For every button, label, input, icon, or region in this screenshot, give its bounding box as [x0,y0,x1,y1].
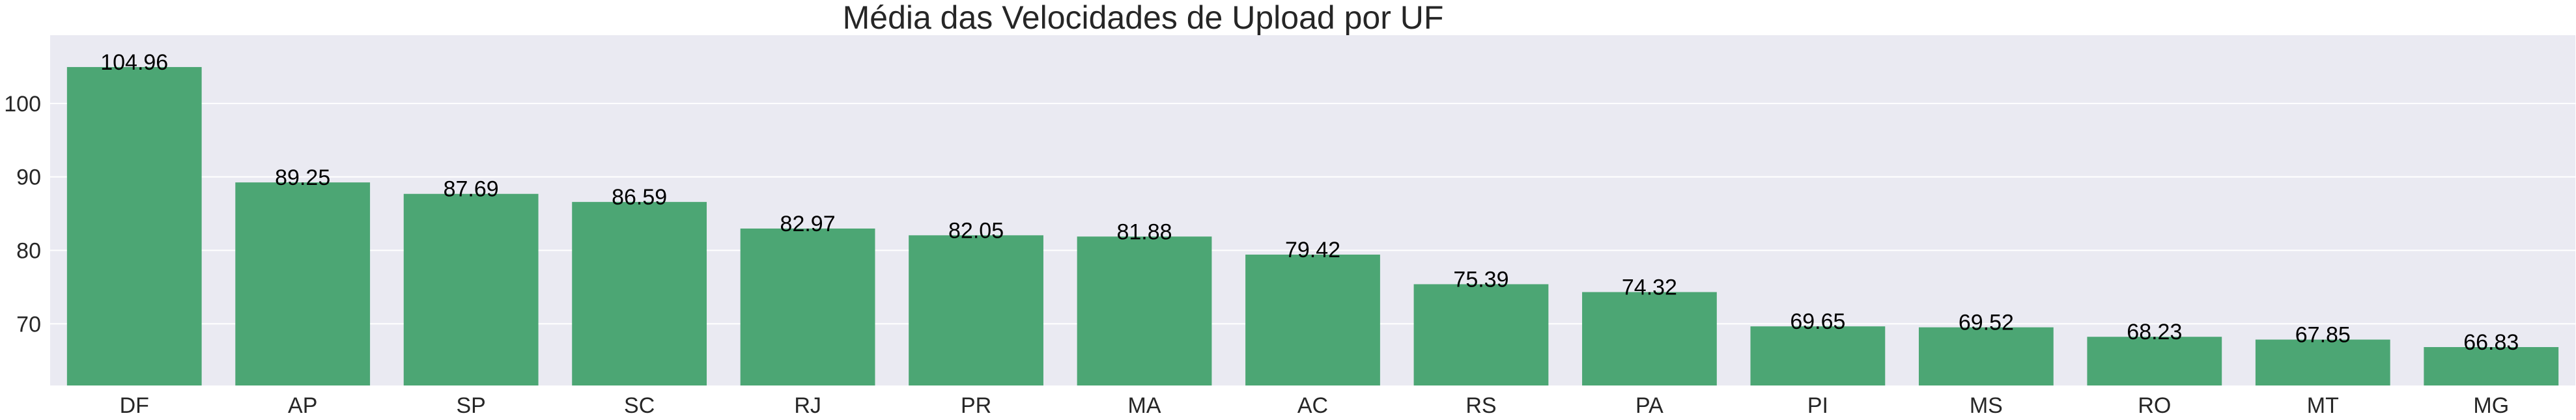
y-axis-tick-labels: 70 80 90 100 [4,92,41,337]
x-tick-label-ro: RO [2138,393,2171,417]
bar-mt [2255,339,2390,385]
bar-value-label-ap: 89.25 [275,165,330,190]
x-tick-label-rs: RS [1465,393,1496,417]
bar-value-labels: 104.96 89.25 87.69 86.59 82.97 82.05 81.88 79.4… [100,50,2519,355]
chart-title: Média das Velocidades de Upload por UF [843,0,1444,36]
bar-value-label-pr: 82.05 [948,218,1004,243]
x-tick-label-ma: MA [1128,393,1161,417]
x-tick-label-ac: AC [1297,393,1328,417]
x-tick-label-sc: SC [624,393,655,417]
x-tick-label-pr: PR [961,393,991,417]
bar-value-label-rj: 82.97 [780,212,836,236]
y-tick-label: 90 [16,165,41,190]
bar-pa [1582,292,1717,385]
bar-sc [572,202,707,385]
bar-value-label-sc: 86.59 [612,185,667,210]
bar-value-label-rs: 75.39 [1453,267,1508,292]
bar-value-label-ro: 68.23 [2127,320,2182,344]
x-tick-label-sp: SP [456,393,485,417]
x-tick-label-ms: MS [1970,393,2003,417]
x-tick-label-df: DF [120,393,149,417]
x-tick-label-pa: PA [1635,393,1663,417]
x-tick-label-ap: AP [288,393,317,417]
y-tick-label: 100 [4,92,41,117]
bar-value-label-pi: 69.65 [1790,309,1845,334]
bar-mg [2424,347,2559,385]
bar-pi [1750,326,1886,385]
bar-ro [2087,337,2222,385]
bar-value-label-pa: 74.32 [1622,275,1677,300]
bar-rj [740,228,875,385]
y-tick-label: 70 [16,312,41,337]
bar-sp [403,193,539,385]
y-tick-label: 80 [16,238,41,263]
bar-value-label-df: 104.96 [100,50,168,75]
bar-value-label-ma: 81.88 [1116,219,1172,244]
bar-ac [1245,255,1380,385]
bar-ma [1077,236,1212,385]
bar-ap [235,182,371,385]
bar-pr [909,235,1043,385]
bar-rs [1413,284,1549,385]
bar-ms [1918,327,2054,385]
x-tick-label-mg: MG [2473,393,2509,417]
x-tick-label-rj: RJ [794,393,821,417]
x-tick-label-pi: PI [1807,393,1828,417]
bar-value-label-ac: 79.42 [1285,238,1340,262]
bar-value-label-mg: 66.83 [2463,330,2519,355]
bar-value-label-mt: 67.85 [2295,323,2351,348]
x-tick-label-mt: MT [2307,393,2339,417]
bar-value-label-ms: 69.52 [1959,311,2014,335]
bars [66,66,2559,385]
x-axis-tick-labels: DF AP SP SC RJ PR MA AC RS PA PI MS RO MT MG [120,393,2510,418]
bar-df [66,66,202,385]
bar-value-label-sp: 87.69 [444,177,499,202]
